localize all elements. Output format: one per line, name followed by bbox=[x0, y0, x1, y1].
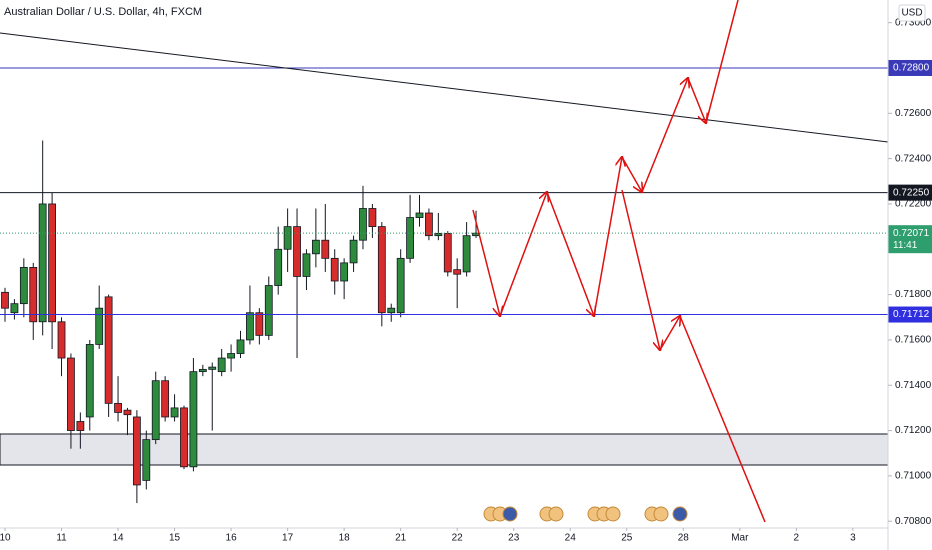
last-price-time: 11:41 bbox=[893, 240, 918, 251]
candle-body bbox=[340, 262, 349, 282]
candle-body bbox=[330, 257, 339, 282]
x-tick-label: 24 bbox=[565, 533, 577, 544]
level-label: 0.72250 bbox=[893, 187, 930, 198]
candle-body bbox=[10, 303, 19, 314]
candle-body bbox=[227, 353, 235, 359]
y-tick-label: 0.71400 bbox=[895, 380, 932, 391]
candle-body bbox=[406, 217, 414, 259]
x-tick-label: 2 bbox=[794, 533, 800, 544]
candle-body bbox=[123, 409, 132, 416]
candle-body bbox=[189, 371, 198, 468]
candle-body bbox=[377, 226, 386, 314]
x-tick-label: Mar bbox=[731, 533, 749, 544]
candle-body bbox=[264, 285, 273, 336]
candle-body bbox=[180, 407, 188, 468]
candle-body bbox=[387, 307, 396, 314]
candle-body bbox=[246, 312, 254, 341]
candle-body bbox=[396, 257, 405, 314]
candle-body bbox=[151, 380, 160, 441]
candle-body bbox=[434, 233, 443, 237]
x-tick-label: 21 bbox=[395, 533, 407, 544]
candle-body bbox=[1, 291, 9, 309]
candle-body bbox=[67, 357, 75, 431]
candle-body bbox=[425, 212, 433, 237]
currency: USD bbox=[901, 8, 922, 19]
y-tick-label: 0.71200 bbox=[895, 425, 932, 436]
candle-body bbox=[293, 226, 301, 277]
candles bbox=[1, 140, 480, 504]
candle-body bbox=[349, 239, 358, 264]
x-tick-label: 15 bbox=[169, 533, 181, 544]
y-tick-label: 0.71000 bbox=[895, 471, 932, 482]
candle-body bbox=[104, 296, 113, 404]
x-tick-label: 25 bbox=[621, 533, 633, 544]
candle-body bbox=[57, 321, 66, 359]
last-price-box bbox=[888, 225, 932, 254]
candle-body bbox=[198, 368, 207, 373]
axes: 0.73000 0.72600 0.72400 0.72200 0.71800 0.716… bbox=[0, 17, 932, 543]
candle-body bbox=[132, 416, 141, 486]
candle-body bbox=[38, 203, 47, 323]
level-label: 0.71712 bbox=[893, 309, 930, 320]
candle-body bbox=[255, 312, 264, 336]
candle-body bbox=[29, 266, 38, 323]
candle-body bbox=[283, 226, 292, 250]
last-price-label: 0.72071 bbox=[893, 228, 930, 239]
candle-body bbox=[85, 344, 94, 418]
candle-body bbox=[443, 233, 452, 273]
level-label-box bbox=[888, 306, 932, 323]
x-tick-label: 16 bbox=[226, 533, 238, 544]
y-tick-label: 0.72200 bbox=[895, 199, 932, 210]
candle-body bbox=[462, 235, 471, 273]
x-tick-label: 11 bbox=[56, 533, 67, 544]
x-tick-label: 18 bbox=[339, 533, 351, 544]
candle-body bbox=[217, 357, 226, 373]
x-tick-label: 14 bbox=[112, 533, 124, 544]
event-icons bbox=[483, 506, 688, 522]
candle-body bbox=[453, 269, 462, 275]
candle-body bbox=[114, 402, 122, 413]
y-tick-label: 0.71800 bbox=[895, 289, 932, 300]
candle-body bbox=[208, 366, 217, 370]
x-tick-label: 23 bbox=[508, 533, 520, 544]
candle-body bbox=[311, 239, 320, 255]
x-tick-label: 10 bbox=[0, 533, 11, 544]
y-tick-label: 0.70800 bbox=[895, 516, 932, 527]
candle-body bbox=[359, 208, 367, 241]
candle-body bbox=[48, 203, 56, 323]
candle-body bbox=[95, 307, 104, 345]
x-tick-label: 22 bbox=[452, 533, 464, 544]
y-tick-label: 0.72400 bbox=[895, 153, 932, 164]
x-tick-label: 3 bbox=[850, 533, 856, 544]
x-tick-label: 17 bbox=[282, 533, 294, 544]
candle-body bbox=[161, 380, 170, 418]
candle-body bbox=[19, 266, 28, 305]
y-tick-label: 0.72600 bbox=[895, 108, 932, 119]
x-tick-label: 28 bbox=[678, 533, 690, 544]
y-tick-label: 0.73000 bbox=[895, 17, 932, 28]
level-label: 0.72800 bbox=[893, 63, 930, 74]
chart-title: Australian Dollar / U.S. Dollar, 4h, FXC… bbox=[4, 6, 202, 18]
candle-body bbox=[142, 439, 151, 481]
candle-body bbox=[170, 407, 179, 418]
candle-body bbox=[236, 339, 245, 354]
projection-arrows bbox=[472, 0, 766, 523]
level-label-box bbox=[888, 184, 932, 201]
currency-box bbox=[898, 4, 926, 22]
candle-body bbox=[76, 421, 85, 431]
trend-line bbox=[0, 32, 889, 143]
candle-body bbox=[415, 212, 424, 218]
level-label-box bbox=[888, 59, 932, 76]
y-tick-label: 0.71600 bbox=[895, 335, 932, 346]
candle-body bbox=[368, 208, 377, 228]
candle-body bbox=[302, 253, 311, 277]
candle-body bbox=[274, 248, 283, 286]
candle-body bbox=[321, 239, 330, 259]
